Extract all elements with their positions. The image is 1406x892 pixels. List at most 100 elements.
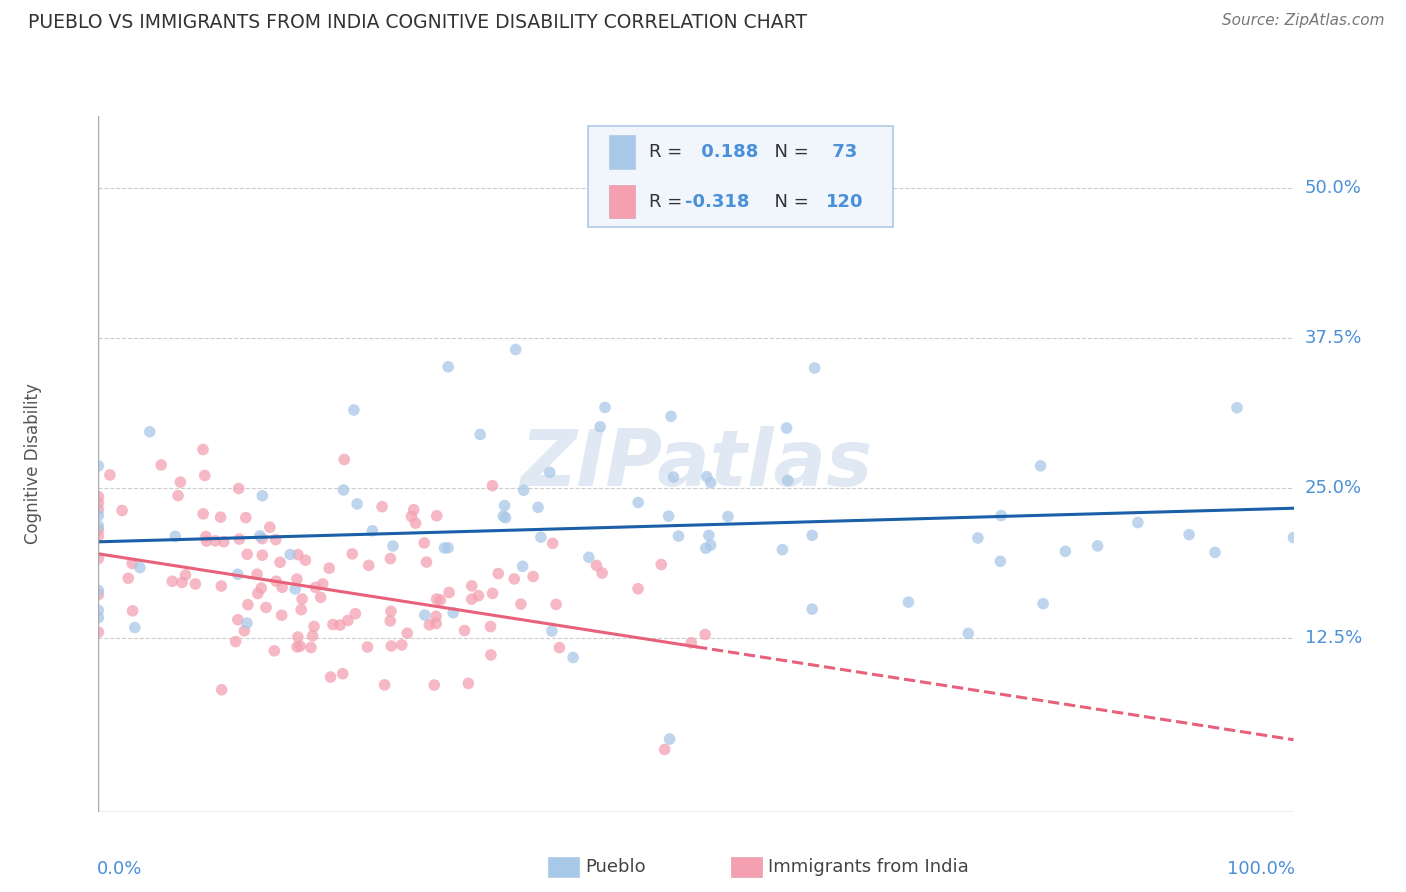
Point [87,523,110,537]
Point [627,582,650,596]
Point [299,640,322,655]
Point [425,609,447,624]
Point [269,555,291,569]
Point [270,608,292,623]
Point [380,614,402,628]
Point [591,566,613,580]
Point [461,579,484,593]
Point [290,603,312,617]
Point [344,607,367,621]
Point [209,579,232,593]
Point [717,509,740,524]
Point [309,591,332,605]
Point [380,604,402,618]
Point [139,425,162,439]
Text: N =: N = [763,143,814,161]
Point [346,497,368,511]
Point [1087,539,1109,553]
Point [121,604,143,618]
Point [627,495,650,509]
Point [246,586,269,600]
Point [776,474,799,488]
Text: Immigrants from India: Immigrants from India [768,858,969,876]
Point [467,589,489,603]
Point [988,554,1011,568]
Point [479,648,502,662]
Point [541,536,564,550]
Point [530,530,553,544]
Point [522,569,544,583]
Point [457,676,479,690]
Point [772,542,794,557]
Point [413,536,436,550]
Point [162,574,184,589]
Point [658,509,681,524]
Point [589,419,612,434]
Point [228,532,250,546]
Point [437,359,460,374]
Point [124,621,146,635]
Point [699,475,721,490]
Point [252,548,274,562]
Point [492,509,515,524]
Text: 50.0%: 50.0% [1305,179,1361,197]
Text: 120: 120 [827,193,863,211]
Point [87,458,110,473]
Point [129,560,152,574]
Point [226,613,249,627]
Point [319,670,342,684]
Point [538,465,561,479]
Point [527,500,550,515]
Point [288,639,311,653]
Point [204,533,226,548]
Point [371,500,394,514]
Point [1282,531,1305,545]
Text: -0.318: -0.318 [685,193,749,211]
Point [174,568,197,582]
Point [967,531,990,545]
Text: 25.0%: 25.0% [1305,479,1362,497]
Point [312,577,335,591]
Point [662,470,685,484]
Point [418,617,440,632]
Point [195,533,218,548]
Point [1178,527,1201,541]
Point [342,547,364,561]
Point [1126,516,1149,530]
Point [304,581,326,595]
Point [194,529,217,543]
Point [801,528,824,542]
Point [510,597,533,611]
Point [405,516,427,530]
Point [264,574,287,589]
Point [211,682,233,697]
FancyBboxPatch shape [588,127,893,227]
Text: 0.0%: 0.0% [97,861,142,879]
Point [990,508,1012,523]
Point [246,567,269,582]
Text: 100.0%: 100.0% [1226,861,1295,879]
Text: R =: R = [650,193,689,211]
Point [495,510,517,524]
Point [167,489,190,503]
Point [453,624,475,638]
Point [425,616,447,631]
Point [585,558,607,573]
Point [194,468,217,483]
Point [322,617,344,632]
Point [98,467,121,482]
Point [87,508,110,523]
Point [897,595,920,609]
Point [381,539,404,553]
Text: 37.5%: 37.5% [1305,329,1362,347]
Point [659,409,682,424]
Bar [609,136,636,169]
Point [426,592,449,607]
Point [250,581,273,595]
Point [1032,597,1054,611]
Point [402,502,425,516]
Point [191,507,214,521]
Text: 0.188: 0.188 [695,143,758,161]
Point [803,361,825,376]
Point [391,638,413,652]
